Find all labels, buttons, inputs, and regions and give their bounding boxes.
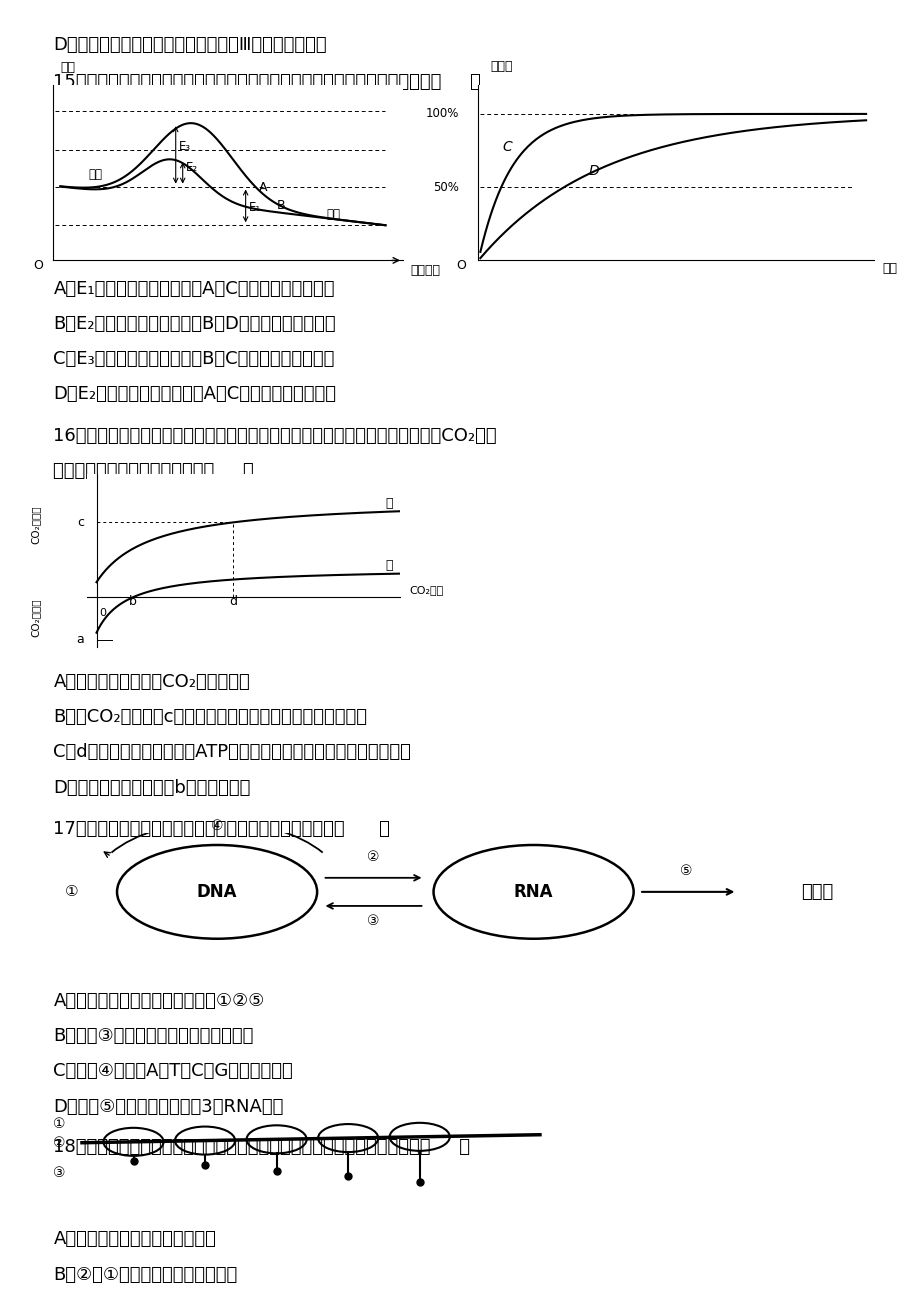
Text: ①: ① <box>52 1117 65 1131</box>
Text: 转化率: 转化率 <box>490 60 512 73</box>
Text: B．过程③的完成需要逆转录酶参与催化: B．过程③的完成需要逆转录酶参与催化 <box>53 1027 254 1046</box>
Text: RNA: RNA <box>514 883 552 901</box>
Text: 能量: 能量 <box>61 61 75 74</box>
Text: D: D <box>588 164 599 178</box>
Text: 0: 0 <box>99 608 107 618</box>
Text: A．正常人体细胞能完成的过程是①②⑤: A．正常人体细胞能完成的过程是①②⑤ <box>53 992 265 1010</box>
Text: 反应过程: 反应过程 <box>410 264 439 277</box>
Text: c: c <box>77 516 85 529</box>
Text: 乙: 乙 <box>384 560 392 573</box>
Text: d: d <box>229 595 237 608</box>
Text: B: B <box>276 199 285 212</box>
Text: E₃: E₃ <box>179 139 191 152</box>
Text: C．d点时植物甲细胞内产生ATP的结构有细胞质基质、线粒体、叶绿体: C．d点时植物甲细胞内产生ATP的结构有细胞质基质、线粒体、叶绿体 <box>53 743 411 762</box>
Text: ①: ① <box>64 884 78 900</box>
Text: 产物: 产物 <box>325 208 340 221</box>
Text: 50%: 50% <box>432 181 459 194</box>
Text: A．植物乙比植物甲对CO₂浓度更敏感: A．植物乙比植物甲对CO₂浓度更敏感 <box>53 673 250 691</box>
Text: C．过程④能发生A－T、C－G碱基互补配对: C．过程④能发生A－T、C－G碱基互补配对 <box>53 1062 293 1081</box>
Text: 底物: 底物 <box>88 168 102 181</box>
Text: ③: ③ <box>367 914 380 928</box>
Text: CO₂释放量: CO₂释放量 <box>30 599 40 638</box>
Text: E₂: E₂ <box>186 160 199 173</box>
Text: ④: ④ <box>210 819 223 833</box>
Text: B．E₂是酶促反应的活化能，B和D曲线是酶促反应曲线: B．E₂是酶促反应的活化能，B和D曲线是酶促反应曲线 <box>53 315 335 333</box>
Text: D．适当降低光照强度，b点将向右移动: D．适当降低光照强度，b点将向右移动 <box>53 779 251 797</box>
Text: A．图示过程发生的场所是细胞核: A．图示过程发生的场所是细胞核 <box>53 1230 216 1249</box>
Text: D．过程⑤发生在核糖体，有3种RNA参与: D．过程⑤发生在核糖体，有3种RNA参与 <box>53 1098 283 1116</box>
Text: 的变化情况，相关说法错误的是（     ）: 的变化情况，相关说法错误的是（ ） <box>53 462 254 480</box>
Text: b: b <box>129 595 137 608</box>
Text: A．E₁是酶促反应的活化能，A和C曲线是酶促反应曲线: A．E₁是酶促反应的活化能，A和C曲线是酶促反应曲线 <box>53 280 335 298</box>
Text: O: O <box>456 259 466 272</box>
Text: C．E₃是酶促反应的活化能，B和C曲线是酶促反应曲线: C．E₃是酶促反应的活化能，B和C曲线是酶促反应曲线 <box>53 350 335 368</box>
Text: 100%: 100% <box>425 108 459 120</box>
Text: C: C <box>502 139 511 154</box>
Text: CO₂浓度: CO₂浓度 <box>409 585 443 595</box>
Text: B．②在①上的移动方向是从左向右: B．②在①上的移动方向是从左向右 <box>53 1266 237 1284</box>
Text: 17．图为生物的中心法则图解．下列有关说法不正确的是（      ）: 17．图为生物的中心法则图解．下列有关说法不正确的是（ ） <box>53 820 390 838</box>
Text: D．E₂是酶促反应的活化能，A和C曲线是酶促反应曲线: D．E₂是酶促反应的活化能，A和C曲线是酶促反应曲线 <box>53 385 336 404</box>
Text: E₁: E₁ <box>249 202 261 214</box>
Text: 时间: 时间 <box>881 262 896 275</box>
Text: 16．如图为在最适温度和光照强度下，测得甲、乙两种植物的光合速率随环境中CO₂浓度: 16．如图为在最适温度和光照强度下，测得甲、乙两种植物的光合速率随环境中CO₂浓… <box>53 427 496 445</box>
Text: ②: ② <box>367 850 380 865</box>
Text: 18．如图所示为细胞中某时刻正在发生的一个生理过程．下列说法正确的是（     ）: 18．如图所示为细胞中某时刻正在发生的一个生理过程．下列说法正确的是（ ） <box>53 1138 470 1156</box>
Text: DNA: DNA <box>197 883 237 901</box>
Text: B．当CO₂吸收量为c时，植物甲与植物乙合成有机物的量相等: B．当CO₂吸收量为c时，植物甲与植物乙合成有机物的量相等 <box>53 708 367 727</box>
Text: 蛋白质: 蛋白质 <box>800 883 833 901</box>
Text: ②: ② <box>52 1135 65 1150</box>
Text: O: O <box>33 259 43 272</box>
Text: CO₂吸收量: CO₂吸收量 <box>30 505 40 544</box>
Text: C．每个结构②在①上有不同的起点: C．每个结构②在①上有不同的起点 <box>53 1301 238 1302</box>
Text: ⑤: ⑤ <box>679 865 692 879</box>
Text: a: a <box>76 633 85 646</box>
Text: D．向该类型种子的提取液中滴加苏丹Ⅲ，溶液将呈红色: D．向该类型种子的提取液中滴加苏丹Ⅲ，溶液将呈红色 <box>53 36 326 55</box>
Text: 甲: 甲 <box>384 497 392 510</box>
Text: ③: ③ <box>52 1167 65 1181</box>
Text: 15．下面的曲线是同一反应的酶促反应和非酶促反应曲线，相关叙述正确的是（     ）: 15．下面的曲线是同一反应的酶促反应和非酶促反应曲线，相关叙述正确的是（ ） <box>53 73 481 91</box>
Text: A: A <box>258 181 267 194</box>
